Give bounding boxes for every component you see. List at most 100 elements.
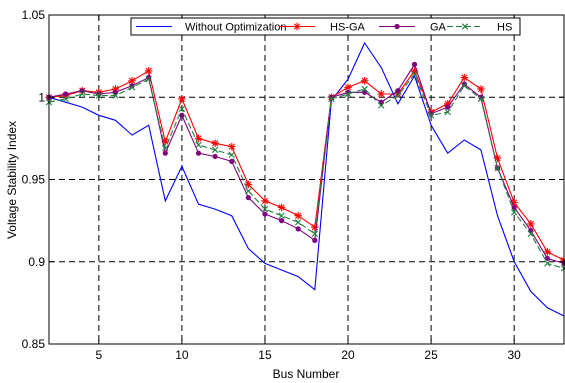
star-marker: [543, 248, 552, 256]
legend-label: GA: [430, 22, 447, 34]
star-marker: [360, 77, 369, 85]
star-marker: [277, 203, 286, 212]
x-marker: [361, 85, 368, 93]
series-line: [48, 63, 565, 264]
star-marker: [227, 142, 236, 151]
legend-entry: HS: [447, 22, 512, 34]
dot-marker: [411, 61, 418, 67]
y-tick-label: 0.9: [28, 255, 45, 269]
series-hs: [45, 71, 565, 272]
x-marker: [544, 260, 551, 267]
x-marker: [145, 75, 152, 83]
dot-marker: [212, 153, 218, 160]
star-marker: [261, 197, 269, 205]
x-marker: [178, 105, 186, 112]
star-marker: [178, 95, 186, 103]
x-marker: [228, 151, 235, 159]
plot-area: [49, 15, 565, 345]
star-marker: [460, 73, 469, 82]
x-marker: [444, 108, 451, 116]
legend: Without Optimization HS-GA GA HS: [130, 17, 521, 36]
dot-marker: [162, 150, 168, 156]
x-marker: [128, 84, 136, 91]
x-marker: [461, 23, 469, 30]
x-marker: [394, 92, 402, 99]
series-without-optimization: [48, 41, 565, 317]
x-marker: [261, 205, 269, 213]
dot-marker: [262, 211, 268, 217]
x-tick-label: 25: [424, 348, 438, 362]
legend-label: HS-GA: [330, 22, 366, 34]
x-tick-label: 30: [507, 348, 521, 362]
x-marker: [378, 102, 385, 109]
dot-marker: [511, 204, 517, 211]
x-marker: [211, 146, 219, 154]
star-marker: [144, 67, 153, 75]
x-marker: [328, 95, 335, 103]
x-marker: [344, 90, 352, 98]
x-tick-label: 20: [341, 348, 355, 362]
x-axis-label: Bus Number: [273, 367, 340, 381]
star-marker: [211, 139, 219, 148]
y-tick-label: 1.05: [22, 8, 46, 22]
x-marker: [195, 141, 202, 149]
dot-marker: [278, 218, 285, 224]
dot-marker: [195, 150, 202, 156]
legend-label: HS: [497, 22, 512, 34]
legend-entry: Without Optimization: [136, 22, 286, 34]
dot-marker: [146, 74, 152, 81]
dot-marker: [179, 112, 185, 118]
dot-marker: [395, 88, 401, 94]
grid: [49, 15, 564, 344]
series-line: [48, 69, 565, 261]
x-marker: [427, 112, 435, 119]
x-marker: [79, 90, 86, 98]
x-marker: [527, 230, 534, 237]
x-marker: [461, 82, 468, 89]
x-marker: [62, 95, 69, 103]
ticks: 5 10 15 20 25 30 0.85 0.9 0.95 1 1.05: [22, 8, 564, 362]
y-tick-label: 1: [38, 90, 45, 104]
star-marker: [294, 211, 302, 220]
x-marker: [112, 92, 119, 99]
x-tick-label: 15: [258, 348, 272, 362]
x-marker: [311, 230, 318, 237]
x-marker: [494, 164, 501, 172]
star-marker: [293, 22, 301, 31]
dot-marker: [295, 226, 301, 232]
dot-marker: [461, 81, 467, 87]
x-marker: [245, 187, 252, 195]
legend-label: Without Optimization: [185, 22, 286, 34]
dot-marker: [312, 237, 318, 243]
y-tick-label: 0.95: [22, 173, 46, 187]
star-marker: [526, 220, 535, 228]
dot-marker: [63, 91, 69, 97]
series-ga: [46, 61, 565, 266]
legend-box: [130, 17, 521, 36]
x-tick-label: 5: [95, 348, 102, 362]
dot-marker: [394, 23, 400, 30]
x-marker: [477, 95, 485, 103]
x-marker: [295, 219, 302, 226]
x-marker: [278, 212, 285, 219]
series-line: [48, 41, 565, 317]
legend-entry: GA: [379, 22, 447, 34]
x-marker: [95, 92, 103, 99]
x-marker: [510, 209, 518, 216]
star-marker: [128, 77, 136, 85]
star-marker: [477, 85, 485, 93]
x-marker: [162, 145, 169, 152]
dot-marker: [445, 104, 451, 110]
dot-marker: [544, 255, 550, 262]
star-marker: [194, 134, 203, 143]
y-tick-label: 0.85: [22, 337, 46, 351]
star-marker: [377, 90, 386, 98]
y-axis-label: Voltage Stability Index: [5, 121, 19, 239]
dot-marker: [229, 158, 235, 165]
x-marker: [411, 71, 418, 78]
x-tick-label: 10: [175, 348, 189, 362]
legend-entry: HS-GA: [279, 22, 366, 34]
dot-marker: [129, 83, 135, 89]
dot-marker: [245, 194, 251, 201]
